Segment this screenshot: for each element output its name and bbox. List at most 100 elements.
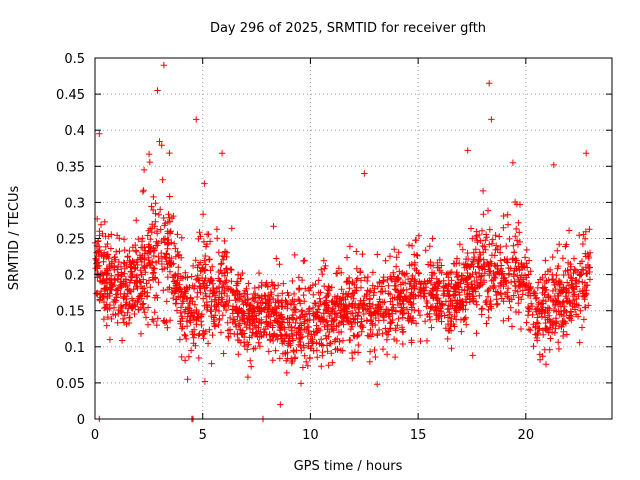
data-point: [440, 292, 447, 299]
data-point: [241, 342, 248, 350]
data-point: [494, 300, 501, 307]
data-point: [102, 304, 109, 311]
data-point: [97, 221, 105, 228]
data-point: [321, 282, 328, 290]
data-point: [504, 285, 512, 292]
data-point: [336, 301, 343, 308]
data-point: [118, 304, 126, 312]
data-point: [305, 308, 313, 315]
data-point: [440, 283, 447, 291]
data-point: [412, 320, 420, 327]
data-point: [325, 333, 332, 340]
data-point: [411, 283, 418, 291]
data-point: [262, 325, 269, 333]
data-point: [563, 298, 570, 305]
data-point: [528, 302, 536, 310]
data-point: [157, 226, 164, 233]
data-point: [277, 312, 284, 319]
data-point: [469, 235, 476, 242]
data-point: [459, 272, 467, 279]
data-point: [184, 376, 191, 383]
data-point: [511, 278, 518, 285]
data-point: [139, 188, 147, 195]
data-point: [102, 284, 110, 292]
data-point: [153, 227, 161, 235]
data-point: [399, 340, 406, 348]
data-point: [118, 278, 125, 286]
data-point: [500, 317, 507, 324]
data-point: [273, 332, 281, 340]
data-point: [121, 246, 128, 254]
data-point: [166, 218, 174, 225]
data-point: [315, 314, 322, 322]
data-point: [197, 268, 204, 275]
data-point: [387, 318, 394, 326]
data-point: [97, 287, 105, 295]
data-point: [512, 233, 519, 240]
data-point: [552, 285, 559, 293]
data-point: [349, 355, 356, 362]
data-point: [413, 251, 420, 259]
data-point: [186, 299, 194, 307]
data-point: [396, 300, 404, 307]
data-point: [281, 325, 288, 333]
data-point: [224, 269, 231, 277]
data-point: [560, 271, 567, 279]
data-point: [537, 276, 544, 283]
data-point: [179, 275, 186, 282]
data-point: [291, 324, 299, 332]
data-point: [503, 242, 510, 250]
data-point: [405, 241, 413, 249]
data-point: [438, 312, 445, 319]
data-point: [482, 237, 489, 244]
data-point: [479, 265, 486, 272]
data-point: [271, 331, 278, 338]
data-point: [145, 150, 153, 158]
data-point: [142, 314, 150, 321]
data-point: [458, 286, 466, 293]
data-point: [300, 291, 307, 299]
data-point: [571, 291, 578, 298]
data-point: [369, 301, 377, 308]
data-point: [141, 284, 148, 292]
data-point: [172, 245, 179, 252]
data-point: [198, 274, 206, 282]
data-point: [318, 266, 325, 273]
data-point: [439, 301, 446, 308]
data-point: [283, 332, 290, 339]
data-point: [533, 305, 541, 312]
data-point: [258, 295, 265, 302]
data-point: [513, 257, 520, 264]
x-tick-label: 0: [91, 428, 99, 443]
data-point: [291, 298, 298, 305]
data-point: [173, 287, 180, 294]
data-point: [270, 310, 277, 318]
data-point: [144, 232, 151, 239]
data-point: [215, 249, 222, 256]
data-point: [309, 304, 317, 312]
data-point: [114, 285, 122, 292]
data-point: [208, 360, 215, 367]
data-point: [139, 301, 146, 308]
data-point: [303, 358, 310, 366]
data-point: [144, 289, 151, 296]
data-point: [385, 290, 392, 297]
data-point: [300, 320, 308, 327]
data-point: [306, 316, 313, 324]
data-point: [326, 287, 333, 294]
data-point: [432, 304, 439, 311]
data-point: [188, 308, 195, 316]
data-point: [412, 237, 419, 244]
data-point: [262, 300, 269, 307]
data-point: [100, 258, 107, 265]
data-point: [314, 354, 321, 361]
data-point: [144, 321, 152, 328]
data-point: [483, 234, 490, 241]
data-point: [293, 315, 300, 322]
data-point: [513, 237, 521, 244]
data-point: [215, 307, 223, 315]
data-point: [452, 280, 459, 288]
y-tick-label: 0.3: [64, 196, 85, 211]
data-point: [338, 328, 345, 336]
data-point: [271, 317, 279, 324]
